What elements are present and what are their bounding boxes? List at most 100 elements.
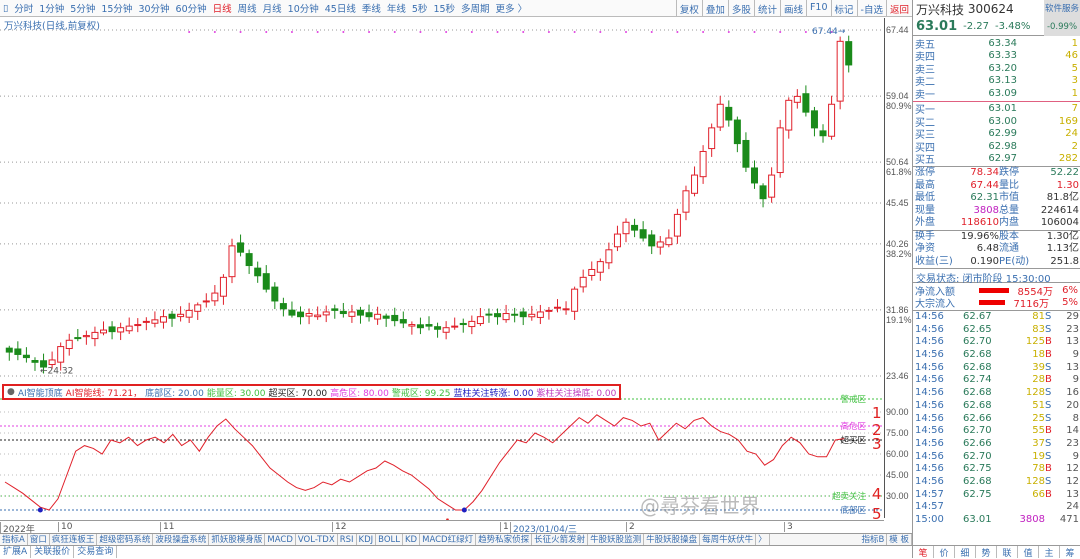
period-tab[interactable]: 分时 bbox=[14, 4, 34, 15]
tick-count: 13 bbox=[1066, 488, 1079, 500]
indicator-tab[interactable]: BOLL bbox=[376, 534, 403, 545]
toolbar-button[interactable]: 复权 bbox=[675, 0, 702, 17]
quote-tab[interactable]: 势 bbox=[976, 546, 997, 559]
stat-label: 收益(三) bbox=[915, 255, 953, 267]
level-volume: 7 bbox=[1071, 103, 1078, 115]
indicator-tab[interactable]: VOL-TDX bbox=[296, 534, 338, 545]
candle bbox=[725, 100, 733, 127]
period-tab[interactable]: 60分钟 bbox=[175, 4, 207, 15]
indicator-tab[interactable]: RSI bbox=[338, 534, 357, 545]
indicator-value: 能量区: 30.00 bbox=[206, 388, 266, 399]
indicator-tab[interactable]: 牛股妖股操盘 bbox=[644, 534, 701, 545]
indicator-tab[interactable]: 指标A bbox=[0, 534, 28, 545]
tick-volume: 55 bbox=[1032, 425, 1045, 437]
period-tab[interactable]: 季线 bbox=[361, 4, 381, 15]
tick-side: S bbox=[1045, 437, 1052, 449]
signal-dot bbox=[547, 31, 550, 33]
extension-tab[interactable]: 扩展A bbox=[0, 546, 32, 558]
indicator-tab[interactable]: 指标B bbox=[859, 534, 888, 545]
period-tab[interactable]: 月线 bbox=[262, 4, 282, 15]
extension-tab[interactable]: 关联报价 bbox=[31, 546, 75, 558]
period-tab[interactable]: 周线 bbox=[237, 4, 257, 15]
level-price: 63.20 bbox=[988, 62, 1017, 74]
indicator-tab[interactable]: MACD bbox=[265, 534, 296, 545]
level-volume: 5 bbox=[1071, 62, 1078, 74]
tick-count: 13 bbox=[1066, 361, 1079, 373]
candle bbox=[211, 285, 219, 306]
indicator-tab[interactable]: KD bbox=[403, 534, 421, 545]
indicator-tab[interactable]: 每周牛妖伏牛 bbox=[700, 534, 757, 545]
candle bbox=[271, 282, 279, 310]
period-tab[interactable]: 年线 bbox=[386, 4, 406, 15]
indicator-tab[interactable]: 抓妖股模身版 bbox=[209, 534, 266, 545]
indicator-tab[interactable]: MACD红绿灯 bbox=[420, 534, 477, 545]
candle bbox=[65, 333, 73, 356]
sector-name[interactable]: 软件服务 bbox=[1044, 0, 1080, 18]
candle bbox=[108, 321, 116, 340]
indicator-tab[interactable]: 模 板 bbox=[887, 534, 912, 545]
period-tab[interactable]: 15分钟 bbox=[101, 4, 133, 15]
flow-row: 净流入额 8554万 6% bbox=[913, 284, 1080, 298]
indicator-tab[interactable]: 超级密码系统 bbox=[97, 534, 154, 545]
zone-label: 警戒区 bbox=[840, 394, 866, 405]
period-tab[interactable]: 日线 bbox=[212, 4, 232, 15]
tick-side: S bbox=[1045, 387, 1052, 399]
toolbar-button[interactable]: 画线 bbox=[779, 0, 806, 17]
quote-tab[interactable]: 笔 bbox=[913, 546, 934, 559]
toolbar-button[interactable]: 多股 bbox=[727, 0, 754, 17]
period-tab[interactable]: 更多 〉 bbox=[495, 4, 528, 15]
tick-count: 12 bbox=[1066, 463, 1079, 475]
signal-dot bbox=[213, 31, 216, 33]
level-price: 63.13 bbox=[988, 75, 1017, 87]
indicator-tabs: 指标A 窗口 疯狂连板王 超级密码系统 波段操盘系统 抓妖股模身版 MACD VOL-TDX R… bbox=[0, 533, 912, 546]
quote-tab[interactable]: 价 bbox=[934, 546, 955, 559]
toolbar-button[interactable]: -自选 bbox=[856, 0, 886, 17]
quote-tab[interactable]: 联 bbox=[997, 546, 1018, 559]
annotation: 1 bbox=[872, 404, 882, 422]
toolbar-button[interactable]: 标记 bbox=[830, 0, 857, 17]
quote-tab[interactable]: 主 bbox=[1039, 546, 1060, 559]
period-tab[interactable]: 多周期 bbox=[461, 4, 490, 15]
extension-tab[interactable]: 交易查询 bbox=[74, 546, 118, 558]
period-tab[interactable]: 1分钟 bbox=[39, 4, 65, 15]
high-label: 67.44→ bbox=[812, 27, 846, 37]
signal-dot bbox=[239, 31, 242, 33]
toolbar-button[interactable]: 统计 bbox=[753, 0, 780, 17]
quote-tab[interactable]: 细 bbox=[955, 546, 976, 559]
indicator-name[interactable]: AI智能顶底 bbox=[17, 388, 63, 399]
period-tab[interactable]: 5秒 bbox=[411, 4, 428, 15]
flow-label: 大宗流入 bbox=[915, 299, 955, 311]
candle bbox=[365, 304, 373, 322]
indicator-tab[interactable]: 波段操盘系统 bbox=[153, 534, 210, 545]
indicator-tab[interactable]: 〉 bbox=[756, 534, 770, 545]
quote-tab[interactable]: 值 bbox=[1018, 546, 1039, 559]
signal-dot bbox=[368, 31, 371, 33]
toolbar-button[interactable]: 返回 bbox=[885, 0, 912, 17]
sidebar-toggle-icon[interactable]: ▯ bbox=[3, 2, 9, 14]
indicator-tab[interactable]: 趋势私家侦探 bbox=[476, 534, 533, 545]
order-book-row: 买四 62.98 2 bbox=[913, 140, 1080, 154]
level-label: 卖四 bbox=[915, 52, 935, 64]
indicator-tab[interactable]: 长征火箭发射 bbox=[532, 534, 589, 545]
level-price: 62.97 bbox=[988, 153, 1017, 165]
order-book-row: 卖一 63.09 1 bbox=[913, 87, 1080, 101]
period-tab[interactable]: 5分钟 bbox=[70, 4, 96, 15]
stat-label: 换手 bbox=[915, 230, 935, 242]
indicator-tab[interactable]: 窗口 bbox=[28, 534, 50, 545]
period-tab[interactable]: 30分钟 bbox=[138, 4, 170, 15]
candle bbox=[673, 208, 681, 244]
indicator-settings-icon[interactable]: ● bbox=[7, 387, 15, 397]
indicator-tab[interactable]: 疯狂连板王 bbox=[50, 534, 98, 545]
toolbar-button[interactable]: 叠加 bbox=[701, 0, 728, 17]
candle bbox=[502, 304, 510, 323]
period-tab[interactable]: 10分钟 bbox=[287, 4, 319, 15]
candle bbox=[82, 330, 90, 345]
quote-tab[interactable]: 筹 bbox=[1060, 546, 1080, 559]
indicator-tab[interactable]: 牛股妖股监测 bbox=[588, 534, 645, 545]
toolbar-button[interactable]: F10 bbox=[805, 0, 831, 17]
price-axis-label: 59.04 bbox=[886, 91, 909, 102]
period-tab[interactable]: 45日线 bbox=[324, 4, 356, 15]
indicator-tab[interactable]: KDJ bbox=[357, 534, 377, 545]
period-tab[interactable]: 15秒 bbox=[433, 4, 456, 15]
